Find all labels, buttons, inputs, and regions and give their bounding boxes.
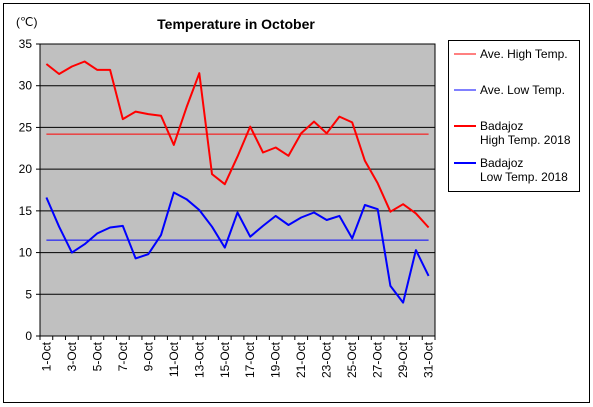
x-tick-label: 1-Oct: [39, 341, 53, 371]
y-tick-label: 25: [19, 120, 33, 134]
legend-label-1: Ave. High Temp.: [480, 47, 568, 61]
legend-label-4: Badajoz: [480, 156, 523, 170]
x-tick-label: 11-Oct: [167, 341, 181, 377]
x-tick-label: 9-Oct: [141, 341, 155, 371]
x-tick-label: 29-Oct: [396, 341, 410, 378]
x-tick-label: 25-Oct: [345, 341, 359, 378]
legend-label-4: Low Temp. 2018: [480, 170, 568, 184]
x-tick-label: 5-Oct: [90, 341, 104, 371]
x-tick-label: 31-Oct: [422, 341, 436, 378]
legend: Ave. High Temp.Ave. Low Temp.BadajozHigh…: [454, 47, 571, 184]
y-tick-label: 30: [19, 79, 33, 93]
y-tick-label: 35: [19, 37, 33, 51]
legend-box: [448, 40, 580, 192]
legend-label-3: High Temp. 2018: [480, 133, 571, 147]
series-lines: [45, 60, 430, 304]
chart-title: Temperature in October: [157, 16, 315, 32]
y-unit-label: (℃): [16, 15, 37, 29]
grid-lines: [40, 85, 435, 295]
x-tick-label: 13-Oct: [192, 341, 206, 378]
y-axis-ticks: 0 5 10 15 20 25 30 35: [19, 37, 40, 343]
legend-label-3: Badajoz: [480, 119, 523, 133]
x-tick-label: 3-Oct: [65, 341, 79, 371]
x-tick-label: 7-Oct: [116, 341, 130, 371]
x-tick-label: 23-Oct: [320, 341, 334, 378]
y-tick-label: 0: [25, 329, 32, 343]
y-tick-label: 15: [19, 204, 33, 218]
plot-area: [39, 43, 436, 337]
series-line-4: [45, 191, 430, 304]
x-tick-label: 17-Oct: [243, 341, 257, 378]
series-line-3: [45, 60, 430, 229]
x-tick-label: 27-Oct: [371, 341, 385, 378]
x-tick-label: 15-Oct: [218, 341, 232, 378]
x-tick-label: 19-Oct: [269, 341, 283, 378]
x-tick-label: 21-Oct: [294, 341, 308, 378]
y-tick-label: 20: [19, 162, 33, 176]
x-axis-ticks: 1-Oct 3-Oct 5-Oct 7-Oct 9-Oct 11-Oct 13-Oct 15-…: [39, 336, 436, 378]
y-tick-label: 5: [25, 287, 32, 301]
legend-label-2: Ave. Low Temp.: [480, 83, 565, 97]
y-tick-label: 10: [19, 246, 33, 260]
